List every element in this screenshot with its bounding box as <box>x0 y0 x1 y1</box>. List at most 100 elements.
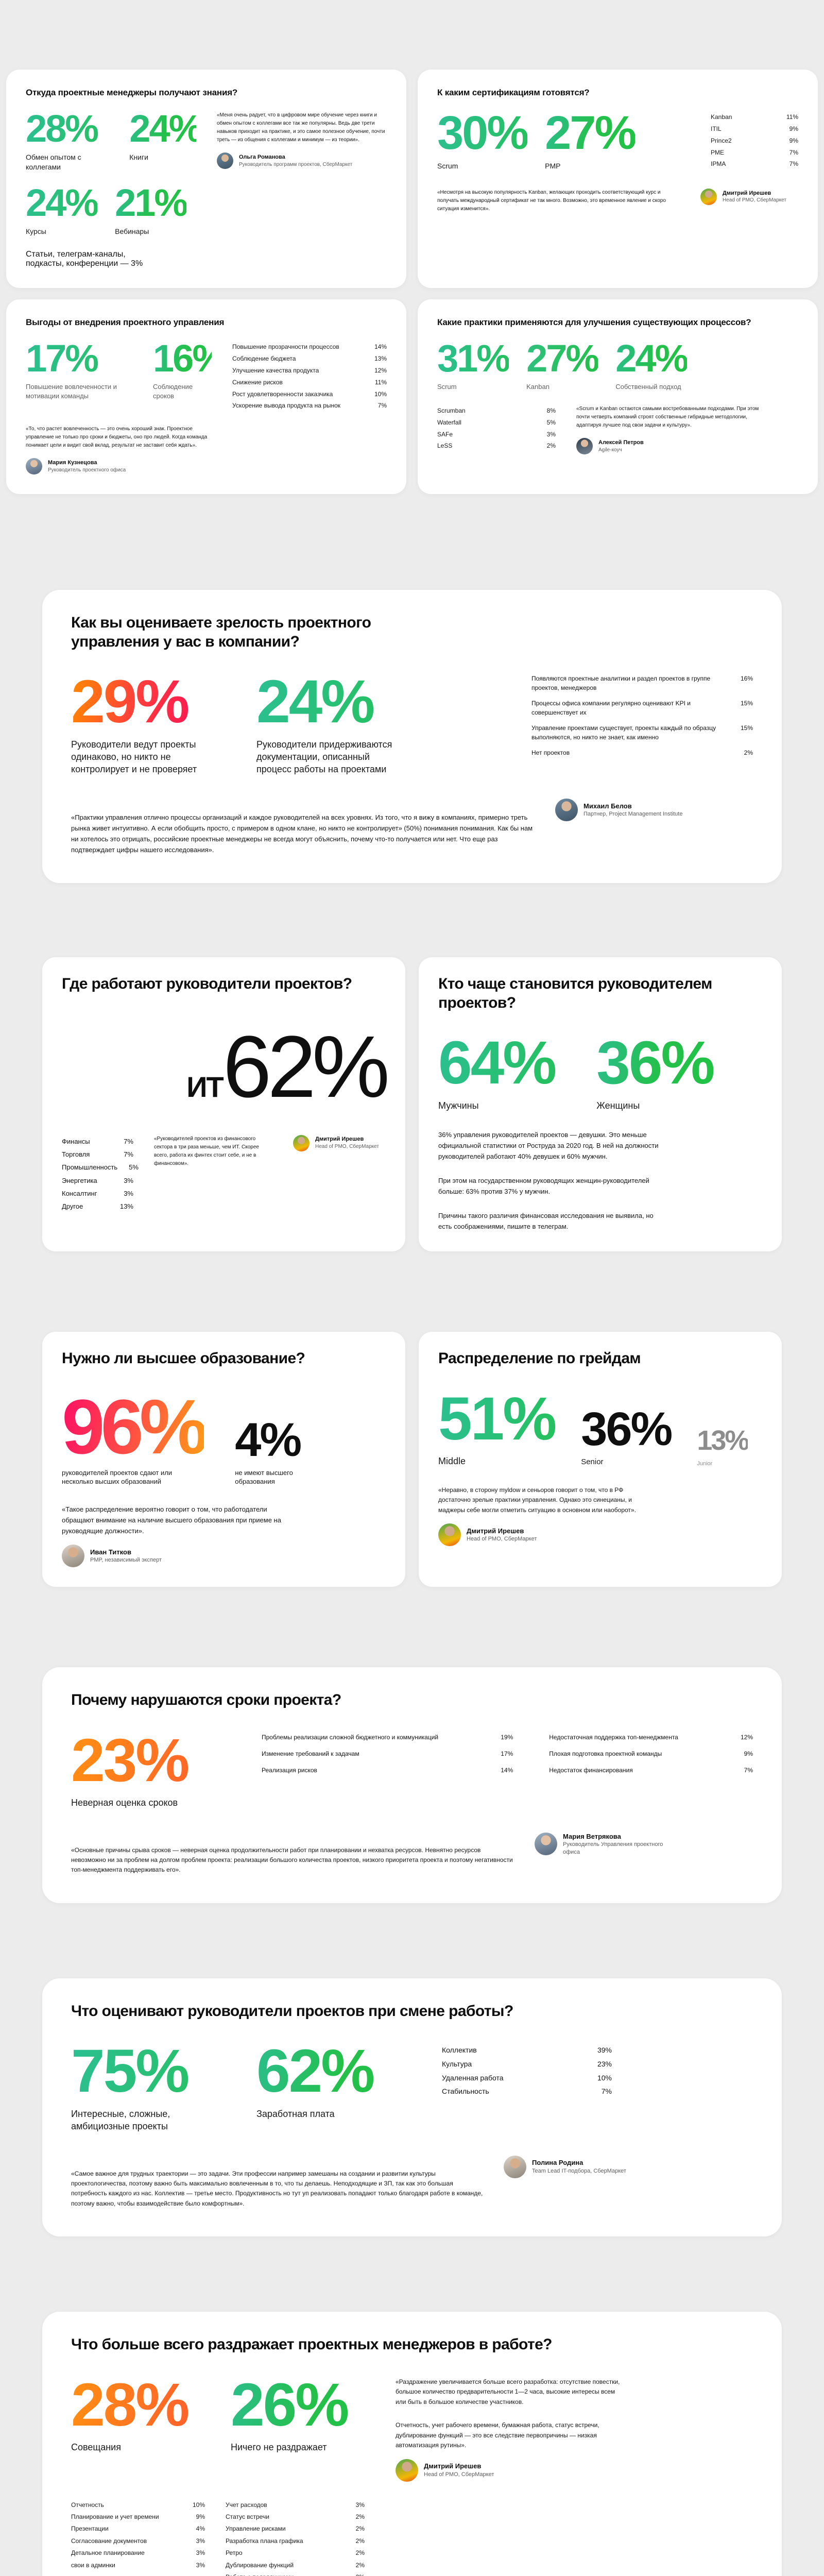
list-item: Финансы 7% <box>62 1135 133 1148</box>
list-item: Недостаточная поддержка топ-менеджмента 1… <box>549 1733 753 1742</box>
list-label: Улучшение качества продукта <box>232 366 319 374</box>
stat-caption: Scrum <box>437 161 458 170</box>
stat-value: 64% <box>438 1029 557 1097</box>
list-value: 15% <box>740 724 753 732</box>
list-item: Дублирование функций 2% <box>226 2560 365 2571</box>
list-value: 9% <box>789 137 798 144</box>
stat-value: 28% <box>26 110 112 148</box>
author-role: Партнер, Project Management Institute <box>583 811 683 818</box>
card-certifications-title: К каким сертификациям готовятся? <box>437 88 590 97</box>
card-knowledge: Откуда проектные менеджеры получают знан… <box>6 70 406 289</box>
list-label: Детальное планирование <box>71 2549 145 2557</box>
list-value: 10% <box>192 2501 205 2509</box>
stat-caption: Женщины <box>596 1100 640 1111</box>
list-value: 17% <box>501 1750 513 1757</box>
stat-tools-0: 31% Scrum <box>437 337 510 392</box>
stat-value: 27% <box>545 107 637 160</box>
list-item: Недостаток финансирования 7% <box>549 1766 753 1775</box>
list-label: Плохая подготовка проектной команды <box>549 1750 662 1757</box>
list-value: 3% <box>124 1189 133 1197</box>
education-author: Иван Титков PMP, независимый эксперт <box>62 1545 386 1568</box>
author-role: Head of PMO, СберМаркет <box>467 1536 537 1543</box>
list-item: Детальное планирование 3% <box>71 2547 205 2559</box>
stat-annoy-1: 26% Ничего не раздражает <box>231 2375 370 2454</box>
stat-caption: Руководители ведут проекты одинаково, но… <box>71 739 197 775</box>
card-grades-title: Распределение по грейдам <box>438 1350 641 1367</box>
author-role: Руководитель Управления проектного офиса <box>563 1841 663 1855</box>
stat-knowledge-0: 28% Обмен опытом с коллегами <box>26 110 112 172</box>
avatar <box>576 437 593 454</box>
like-author: Полина Родина Team Lead IT-подбора, Сбер… <box>504 2155 658 2178</box>
list-value: 9% <box>789 125 798 133</box>
stat-value: 26% <box>231 2375 370 2435</box>
avatar <box>293 1134 310 1151</box>
list-value: 5% <box>546 418 556 426</box>
card-like-title: Что оценивают руководители проектов при … <box>71 2002 513 2020</box>
list-label: Реализация рисков <box>262 1766 317 1774</box>
list-label: LeSS <box>437 442 453 450</box>
benefits-quote: «То, что растет вовлеченность — это очен… <box>26 426 208 449</box>
stat-value: 31% <box>437 337 510 380</box>
card-annoy-title: Что больше всего раздражает проектных ме… <box>71 2336 553 2353</box>
stat-deadlines: 23% Неверная оценка сроков <box>71 1730 226 1809</box>
list-item: Согласование документов 3% <box>71 2535 205 2547</box>
stat-maturity-1: 24% Руководители придерживаются документ… <box>256 672 396 775</box>
list-item: Ретро 2% <box>226 2547 365 2559</box>
band-deadlines: Почему нарушаются сроки проекта? 23% Нев… <box>0 1667 824 1903</box>
avatar <box>535 1833 557 1856</box>
stat-benefits-0: 17% Повышение вовлеченности и мотивации … <box>26 340 135 400</box>
list-item: IPMA 7% <box>711 158 798 170</box>
stat-annoy-0: 28% Совещания <box>71 2375 205 2454</box>
list-item: Плохая подготовка проектной команды 9% <box>549 1749 753 1758</box>
stat-value: 51% <box>438 1384 557 1453</box>
list-label: Отчетность <box>71 2501 104 2509</box>
band-where-who: Где работают руководители проектов? ИТ 6… <box>0 957 824 1252</box>
list-label: Соблюдение бюджета <box>232 355 296 363</box>
list-label: Дублирование функций <box>226 2561 294 2569</box>
list-value: 39% <box>597 2046 612 2055</box>
card-knowledge-title: Откуда проектные менеджеры получают знан… <box>26 88 238 97</box>
stat-knowledge-2: 24% Курсы <box>26 184 99 236</box>
author-name: Ольга Романова <box>239 154 285 161</box>
list-label: Разработка плана графика <box>226 2537 303 2545</box>
list-label: Управление рисками <box>226 2525 286 2533</box>
row-knowledge-certifications: Откуда проектные менеджеры получают знан… <box>0 70 824 289</box>
list-label: Prince2 <box>711 137 732 144</box>
list-value: 5% <box>129 1163 139 1172</box>
author-role: Agile-коуч <box>598 447 622 453</box>
list-item: SAFe 3% <box>437 429 556 440</box>
list-item: Scrumban 8% <box>437 405 556 417</box>
author-name: Дмитрий Ирешев <box>315 1136 364 1143</box>
list-item: Статус встречи 2% <box>226 2511 365 2523</box>
list-item: Kanban 11% <box>711 111 798 123</box>
list-value: 2% <box>744 749 753 757</box>
education-note: «Такое распределение вероятно говорит о … <box>62 1505 281 1535</box>
card-who-title: Кто чаще становится руководителем проект… <box>438 975 712 1011</box>
list-label: свои в админки <box>71 2561 115 2569</box>
list-item: Презентации 4% <box>71 2523 205 2535</box>
certifications-list: Kanban 11% ITIL 9% Prince2 9% PME 7% IPMA 7% <box>711 111 798 170</box>
tools-author: Алексей Петров Agile-коуч <box>576 437 762 454</box>
list-value: 2% <box>355 2525 365 2533</box>
list-value: 2% <box>356 2571 365 2576</box>
list-label: Ретро <box>226 2549 243 2557</box>
author-role: Head of PMO, СберМаркет <box>424 2471 494 2478</box>
list-item: Появляются проектные аналитики и раздел … <box>531 674 753 692</box>
card-maturity-title: Как вы оцениваете зрелость проектного уп… <box>71 614 371 650</box>
list-item: Ускорение вывода продукта на рынок 7% <box>232 400 387 412</box>
annoy-list-left: Отчетность 10% Планирование и учет времен… <box>71 2499 205 2571</box>
stat-caption: Мужчины <box>438 1100 479 1111</box>
stat-caption: не имеют высшего образования <box>235 1468 293 1486</box>
list-value: 2% <box>355 2537 365 2545</box>
stat-value: 13% <box>697 1425 749 1456</box>
stat-grades-2: 13% Junior <box>697 1425 749 1468</box>
certifications-quote: «Несмотря на высокую популярность Kanban… <box>437 189 666 212</box>
author-name: Михаил Белов <box>583 802 632 810</box>
deadlines-list-right: Недостаточная поддержка топ-менеджмента 1… <box>549 1733 753 1775</box>
list-item: Prince2 9% <box>711 135 798 147</box>
who-note-3: Причины такого различия финансовая иссле… <box>438 1212 654 1231</box>
list-item: Изменение требований к задачам 17% <box>262 1749 513 1758</box>
like-quote: «Самое важное для трудных траектории — э… <box>71 2170 483 2207</box>
list-value: 7% <box>124 1150 133 1158</box>
list-label: Энергетика <box>62 1176 97 1184</box>
